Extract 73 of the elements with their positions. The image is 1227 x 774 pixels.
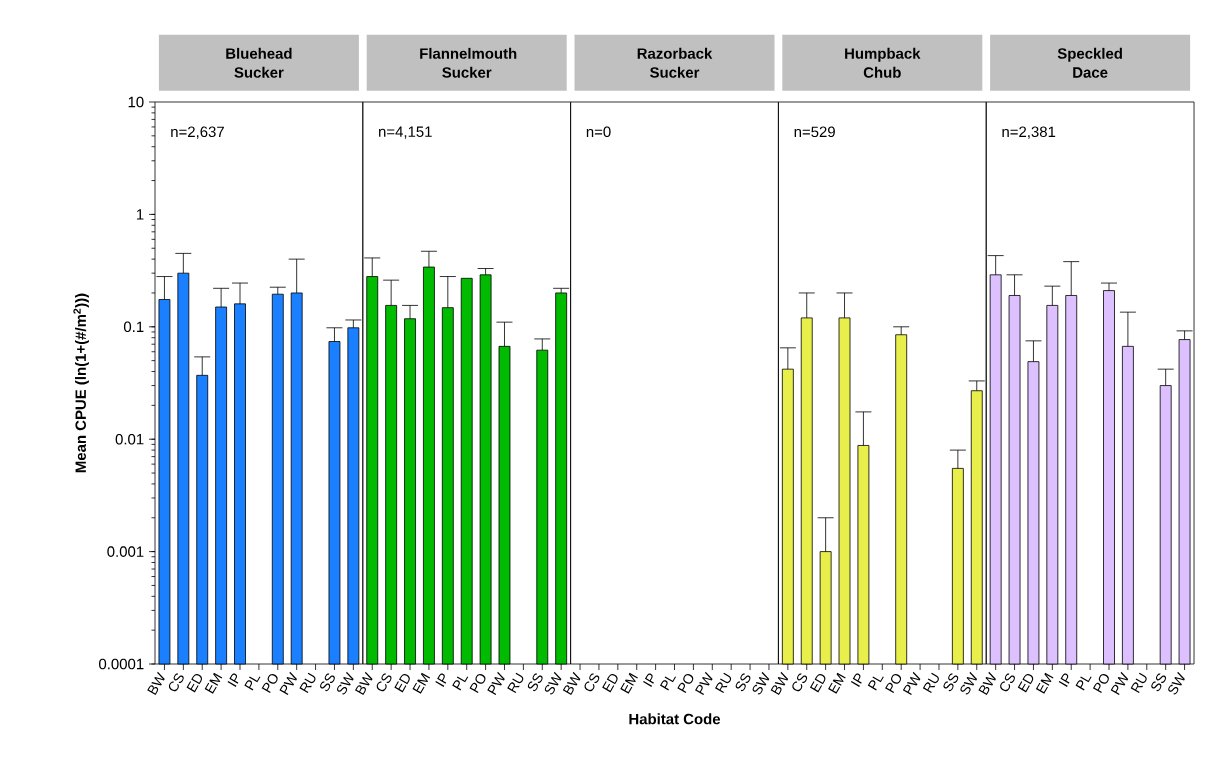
y-tick-label: 0.01 [115, 433, 144, 445]
x-tick-label: EM [828, 672, 846, 694]
x-tick-label: PO [885, 673, 902, 694]
x-tick-label: EM [204, 672, 223, 694]
x-tick-label: BW [978, 671, 996, 696]
x-tick-label: PO [261, 673, 278, 694]
x-tick-label: ED [602, 673, 618, 693]
x-tick-label: EM [1035, 672, 1054, 694]
x-tick-label: PL [659, 676, 676, 691]
x-tick-label: PW [902, 671, 921, 696]
x-tick-label: RU [299, 672, 316, 694]
y-tick-label: 0.1 [123, 321, 144, 333]
chart-title: Razorback Sucker [637, 47, 713, 78]
annotation: n=2,381 [1002, 126, 1056, 139]
chart-title: Flannelmouth Sucker [420, 47, 517, 78]
x-tick-label: PO [677, 673, 694, 694]
x-tick-label: BW [562, 671, 581, 696]
annotation: n=0 [586, 126, 611, 138]
x-tick-label: SS [735, 673, 751, 692]
x-tick-label: ED [809, 673, 826, 693]
x-axis-title: Habitat Code [629, 713, 721, 725]
chart-title: Bluehead Sucker [226, 47, 292, 78]
x-tick-label: PW [487, 671, 505, 696]
x-tick-label: EM [412, 672, 431, 694]
x-tick-label: RU [1130, 672, 1147, 694]
x-tick-label: SW [960, 671, 978, 695]
x-tick-label: CS [376, 673, 392, 692]
x-tick-label: PW [1110, 671, 1129, 696]
x-tick-label: BW [770, 671, 789, 696]
x-tick-label: CS [792, 673, 808, 692]
y-axis-title: Mean CPUE (ln(1+(#/m$^{2}$))) [73, 293, 89, 473]
x-tick-label: PW [695, 671, 713, 696]
annotation: n=529 [794, 126, 835, 138]
x-tick-label: EM [620, 672, 638, 694]
x-tick-label: PO [469, 673, 486, 694]
chart-title: Speckled Dace [1057, 47, 1122, 78]
y-tick-label: 0.001 [107, 546, 144, 557]
y-tick-label: 10 [128, 96, 144, 108]
annotation: n=2,637 [171, 126, 224, 139]
x-tick-label: SS [943, 673, 959, 692]
x-tick-label: PL [452, 676, 469, 691]
x-tick-label: ED [394, 673, 410, 693]
x-tick-label: CS [1000, 673, 1015, 692]
x-tick-label: SS [320, 673, 335, 692]
x-tick-label: ED [186, 673, 202, 693]
x-tick-label: RU [922, 672, 939, 694]
x-tick-label: SS [527, 673, 543, 692]
x-tick-label: IP [1058, 673, 1070, 687]
x-tick-label: BW [147, 671, 165, 696]
annotation: n=4,151 [379, 126, 432, 139]
y-tick-label: 0.0001 [99, 658, 144, 670]
y-tick-label: 1 [136, 209, 144, 220]
x-tick-label: PL [1075, 676, 1092, 691]
x-tick-label: IP [435, 673, 447, 687]
x-tick-label: PW [279, 671, 297, 696]
x-tick-label: ED [1017, 673, 1034, 693]
x-tick-label: RU [715, 672, 732, 694]
chart-title: Humpback Chub [845, 47, 921, 78]
x-tick-label: CS [584, 673, 600, 692]
x-tick-label: SW [1168, 671, 1185, 695]
x-tick-label: IP [227, 673, 239, 687]
x-tick-label: BW [355, 671, 373, 696]
x-tick-label: PL [244, 676, 261, 691]
x-tick-label: IP [643, 673, 654, 687]
x-tick-label: IP [850, 673, 862, 687]
x-tick-label: PL [867, 676, 884, 691]
x-tick-label: SW [544, 671, 562, 695]
x-tick-label: CS [168, 673, 184, 692]
x-tick-label: SS [1151, 673, 1167, 692]
x-tick-label: RU [507, 672, 524, 694]
x-tick-label: SW [752, 671, 770, 695]
x-tick-label: PO [1092, 673, 1109, 694]
x-tick-label: SW [337, 671, 354, 695]
